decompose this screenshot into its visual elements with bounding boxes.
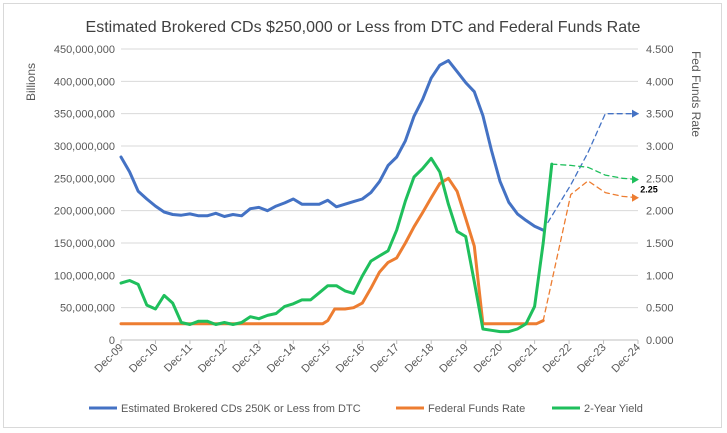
x-tick-label: Dec-14 [265, 342, 299, 376]
chart-frame: Estimated Brokered CDs $250,000 or Less … [3, 3, 722, 428]
left-tick-label: 200,000,000 [54, 206, 115, 218]
right-tick-label: 4.500 [646, 44, 674, 56]
left-tick-label: 0 [109, 335, 115, 347]
left-tick-label: 250,000,000 [54, 173, 115, 185]
x-tick-label: Dec-11 [162, 342, 195, 375]
legend-label: Federal Funds Rate [428, 403, 525, 415]
right-tick-label: 1.000 [646, 270, 674, 282]
x-tick-label: Dec-19 [437, 342, 471, 376]
annotation-label: 2.25 [640, 185, 658, 195]
chart: Estimated Brokered CDs $250,000 or Less … [24, 19, 703, 415]
right-tick-label: 4.000 [646, 76, 674, 88]
arrow-head-cds-projection [632, 109, 639, 118]
series-group: 2.25 [119, 59, 658, 334]
legend-label: 2-Year Yield [584, 403, 643, 415]
legend: Estimated Brokered CDs 250K or Less from… [89, 403, 643, 415]
series-line-cds-projection [542, 113, 639, 231]
right-tick-label: 2.500 [646, 173, 674, 185]
left-tick-label: 450,000,000 [54, 44, 115, 56]
right-axis-title: Fed Funds Rate [689, 51, 703, 137]
right-tick-label: 2.000 [646, 206, 674, 218]
x-tick-label: Dec-12 [196, 342, 230, 376]
gridlines [121, 48, 638, 341]
x-tick-label: Dec-13 [230, 342, 264, 376]
x-tick-label: Dec-20 [472, 342, 506, 376]
right-tick-label: 0.500 [646, 303, 674, 315]
right-tick-label: 3.500 [646, 109, 674, 121]
left-axis-title: Billions [24, 63, 38, 101]
x-tick-label: Dec-21 [506, 342, 540, 376]
x-tick-label: Dec-10 [127, 342, 161, 376]
x-tick-label: Dec-15 [299, 342, 333, 376]
x-tick-label: Dec-18 [403, 342, 437, 376]
x-tick-label: Dec-17 [368, 342, 402, 376]
left-tick-label: 350,000,000 [54, 109, 115, 121]
series-line-estimated-brokered-cds-250k-or-less-from-dtc [119, 59, 545, 232]
right-tick-label: 0.000 [646, 335, 674, 347]
right-tick-label: 3.000 [646, 141, 674, 153]
legend-label: Estimated Brokered CDs 250K or Less from… [121, 403, 361, 415]
left-tick-label: 150,000,000 [54, 238, 115, 250]
arrow-head-2-year-projection [632, 175, 639, 184]
series-line-fed-funds-projection [542, 180, 639, 322]
x-tick-label: Dec-23 [575, 342, 609, 376]
series-line-federal-funds-rate [119, 176, 545, 326]
left-tick-label: 100,000,000 [54, 270, 115, 282]
right-tick-label: 1.500 [646, 238, 674, 250]
left-tick-label: 50,000,000 [60, 303, 115, 315]
axes: 0 0.000 50,000,000 0.500 100,000,000 1.000 150… [24, 44, 703, 375]
chart-title: Estimated Brokered CDs $250,000 or Less … [86, 19, 641, 36]
x-tick-label: Dec-16 [334, 342, 368, 376]
left-tick-label: 400,000,000 [54, 76, 115, 88]
left-tick-label: 300,000,000 [54, 141, 115, 153]
series-line-2-year-projection [551, 163, 639, 181]
x-tick-label: Dec-22 [541, 342, 575, 376]
x-tick-label: Dec-24 [610, 342, 644, 376]
arrow-head-fed-funds-projection [632, 193, 639, 202]
series-line-2-year-yield [119, 156, 554, 334]
